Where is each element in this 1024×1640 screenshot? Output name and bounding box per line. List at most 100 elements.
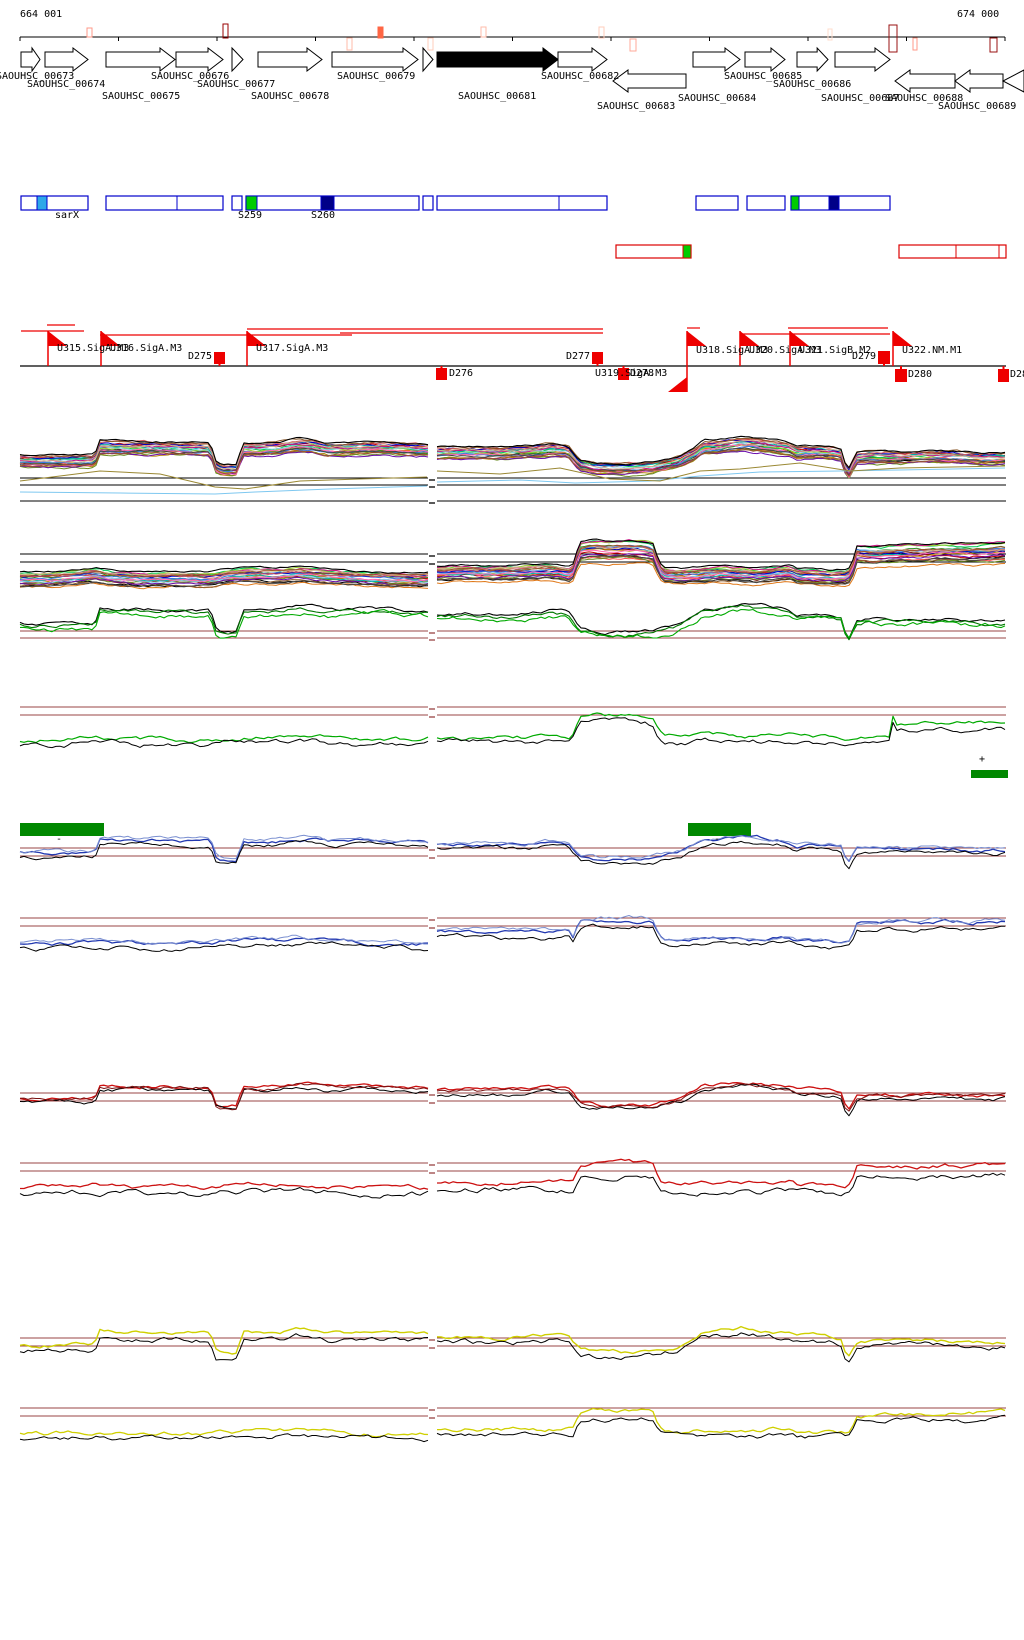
blue-operon-subsegment[interactable]: [790, 195, 800, 211]
signal-line-blue-reverse: [19, 937, 429, 947]
variant-mark[interactable]: [598, 26, 605, 39]
blue-operon-label: S259: [238, 210, 263, 221]
terminator-box-D279[interactable]: [878, 351, 890, 364]
variant-mark[interactable]: [86, 27, 93, 38]
gene-arrow-SAOUHSC_00682[interactable]: [557, 46, 608, 73]
promoter-flag-U318.SigA.M3[interactable]: [687, 331, 706, 346]
minus-strand-bar[interactable]: [20, 823, 104, 836]
blue-operon-segment[interactable]: [105, 195, 224, 211]
signal-line-all-conditions-reverse: [436, 539, 1006, 574]
gene-arrow-SAOUHSC_00676[interactable]: [175, 46, 224, 73]
gene-label: SAOUHSC_00676: [151, 71, 230, 82]
terminator-box-D28[interactable]: [998, 369, 1009, 382]
signal-line-blue-reverse: [436, 915, 1006, 944]
blue-operon-label: sarX: [55, 210, 80, 221]
plus-strand-bar[interactable]: [971, 770, 1008, 778]
gene-label: SAOUHSC_00682: [541, 71, 620, 82]
minus-strand-bar[interactable]: [688, 823, 751, 836]
red-operon-segment[interactable]: [615, 244, 692, 259]
signal-line-yellow-reverse: [437, 1407, 1006, 1435]
blue-operon-segment[interactable]: [422, 195, 434, 211]
gene-arrow-SAOUHSC_00689[interactable]: [954, 69, 1004, 93]
variant-mark[interactable]: [222, 23, 229, 39]
gene-label: SAOUHSC_00686: [773, 79, 852, 90]
blue-operon-segment[interactable]: [20, 195, 89, 211]
promoter-flag-U320.SigA.M3[interactable]: [740, 331, 759, 346]
gene-label: SAOUHSC_00687: [821, 93, 900, 104]
signal-line-green-reverse: [19, 734, 429, 744]
gene-arrow-SAOUHSC_00679[interactable]: [331, 46, 419, 73]
plus-strand-label: +: [979, 754, 986, 765]
terminator-label: D280: [908, 369, 933, 380]
variant-mark[interactable]: [827, 28, 833, 41]
red-operon-segment[interactable]: [898, 244, 1007, 259]
gene-arrow-unnamed[interactable]: [422, 46, 434, 73]
minus-strand-label: -: [714, 834, 721, 845]
blue-operon-segment[interactable]: [436, 195, 608, 211]
promoter-flag-rev-U319.SigA.M3[interactable]: [668, 377, 687, 392]
signal-line-green-reverse: [436, 717, 1006, 747]
signal-line-red-reverse: [20, 1181, 429, 1190]
gene-arrow-SAOUHSC_00674[interactable]: [44, 46, 89, 73]
promoter-flag-U322.NM.M1[interactable]: [893, 331, 912, 346]
signal-line-blue-forward: [436, 840, 1006, 870]
promoter-label: U321.SigB.M2: [799, 345, 872, 356]
promoter-flag-U321.SigB.M2[interactable]: [790, 331, 809, 346]
signal-line-blue-reverse: [436, 918, 1006, 944]
blue-operon-subsegment[interactable]: [245, 195, 258, 211]
variant-mark[interactable]: [629, 38, 637, 52]
signal-line-yellow-reverse: [436, 1414, 1006, 1439]
variant-mark[interactable]: [912, 37, 918, 51]
blue-operon-label: S260: [311, 210, 336, 221]
gene-label: SAOUHSC_00684: [678, 93, 757, 104]
signal-line-all-conditions-reverse: [19, 569, 429, 577]
gene-arrow-unnamed[interactable]: [894, 69, 956, 93]
red-operon-subsegment[interactable]: [682, 244, 692, 259]
gene-arrow-SAOUHSC_00678[interactable]: [257, 46, 323, 73]
terminator-box-D277[interactable]: [592, 352, 603, 364]
gene-label: SAOUHSC_00674: [27, 79, 106, 90]
terminator-box-D275[interactable]: [214, 352, 225, 364]
promoter-flag-U316.SigA.M3[interactable]: [101, 331, 120, 346]
blue-operon-segment[interactable]: [746, 195, 786, 211]
signal-line-all-conditions-reverse: [19, 580, 429, 588]
variant-mark[interactable]: [888, 24, 898, 53]
gene-label: SAOUHSC_00689: [938, 101, 1017, 112]
promoter-flag-U317.SigA.M3[interactable]: [247, 331, 266, 346]
variant-mark[interactable]: [480, 26, 487, 38]
signal-line-yellow-forward: [19, 1327, 429, 1355]
signal-line-all-conditions-reverse: [436, 553, 1006, 583]
blue-operon-segment[interactable]: [695, 195, 739, 211]
gene-arrow-SAOUHSC_00688[interactable]: [834, 46, 891, 73]
gene-arrow-SAOUHSC_00683[interactable]: [612, 69, 687, 93]
terminator-box-D278[interactable]: [618, 368, 629, 380]
variant-mark[interactable]: [989, 37, 998, 53]
blue-operon-segment[interactable]: [790, 195, 891, 211]
blue-operon-subsegment[interactable]: [828, 195, 840, 211]
gene-arrow-SAOUHSC_00681[interactable]: [436, 46, 559, 73]
gene-arrow-SAOUHSC_00687[interactable]: [796, 46, 829, 73]
signal-line-all-conditions-reverse: [19, 576, 429, 586]
variant-mark[interactable]: [427, 37, 434, 51]
blue-operon-subsegment[interactable]: [36, 195, 48, 211]
blue-operon-subsegment[interactable]: [320, 195, 335, 211]
gene-arrow-unnamed[interactable]: [1001, 69, 1024, 93]
signal-line-all-conditions-forward: [19, 446, 429, 475]
gene-arrow-SAOUHSC_00675[interactable]: [105, 46, 176, 73]
terminator-box-D276[interactable]: [436, 368, 447, 380]
gene-arrow-SAOUHSC_00673[interactable]: [20, 46, 41, 73]
promoter-label: U322.NM.M1: [902, 345, 963, 356]
variant-mark[interactable]: [346, 37, 353, 51]
signal-line-blue-forward: [19, 839, 429, 864]
variant-mark[interactable]: [377, 26, 384, 39]
promoter-flag-U315.SigA.M3[interactable]: [48, 331, 67, 346]
gene-arrow-SAOUHSC_00685[interactable]: [692, 46, 741, 73]
gene-arrow-SAOUHSC_00686[interactable]: [744, 46, 786, 73]
promoter-label: U316.SigA.M3: [110, 343, 183, 354]
signal-line-red-reverse: [19, 1187, 429, 1199]
terminator-box-D280[interactable]: [895, 369, 907, 382]
blue-operon-segment[interactable]: [231, 195, 243, 211]
signal-line-yellow-forward: [19, 1333, 429, 1361]
gene-arrow-SAOUHSC_00677[interactable]: [231, 46, 244, 73]
